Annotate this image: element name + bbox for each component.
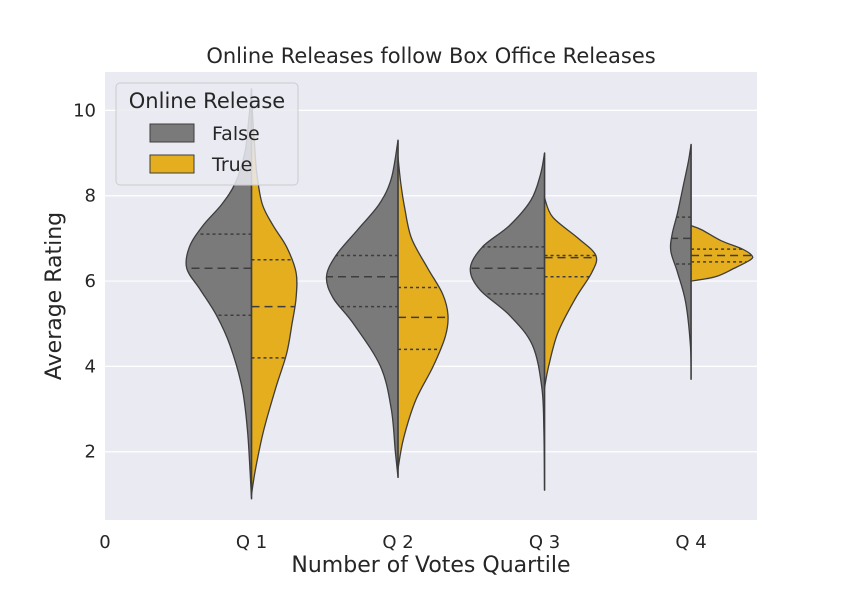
legend-swatch-true	[149, 154, 195, 174]
violin-false-q2	[325, 139, 399, 478]
legend-swatch-false	[149, 123, 195, 143]
violin-true-q3	[543, 197, 598, 389]
y-tick-6: 6	[85, 271, 96, 292]
x-axis-label: Number of Votes Quartile	[291, 553, 570, 578]
y-tick-2: 2	[85, 442, 96, 463]
chart-title: Online Releases follow Box Office Releas…	[206, 44, 655, 68]
violins	[185, 88, 754, 500]
violin-false-q3	[469, 152, 546, 491]
legend-label-true: True	[211, 154, 252, 176]
violin-true-q4	[690, 224, 754, 282]
y-axis-label: Average Rating	[42, 212, 67, 380]
y-tick-4: 4	[85, 356, 96, 377]
x-tick-Q3: Q 3	[529, 532, 560, 553]
x-tick-0: 0	[99, 532, 110, 553]
x-tick-labels: 0 Q 1 Q 2 Q 3 Q 4	[99, 532, 706, 553]
x-tick-Q2: Q 2	[382, 532, 413, 553]
violin-true-q2	[397, 156, 449, 470]
legend-label-false: False	[212, 123, 260, 145]
y-tick-8: 8	[85, 186, 96, 207]
y-tick-labels: 2 4 6 8 10	[73, 100, 96, 462]
legend: Online Release False True	[115, 82, 299, 186]
x-tick-Q4: Q 4	[675, 532, 706, 553]
y-tick-10: 10	[73, 100, 96, 121]
x-tick-Q1: Q 1	[236, 532, 267, 553]
legend-title: Online Release	[129, 89, 285, 113]
violin-false-q4	[669, 143, 692, 380]
